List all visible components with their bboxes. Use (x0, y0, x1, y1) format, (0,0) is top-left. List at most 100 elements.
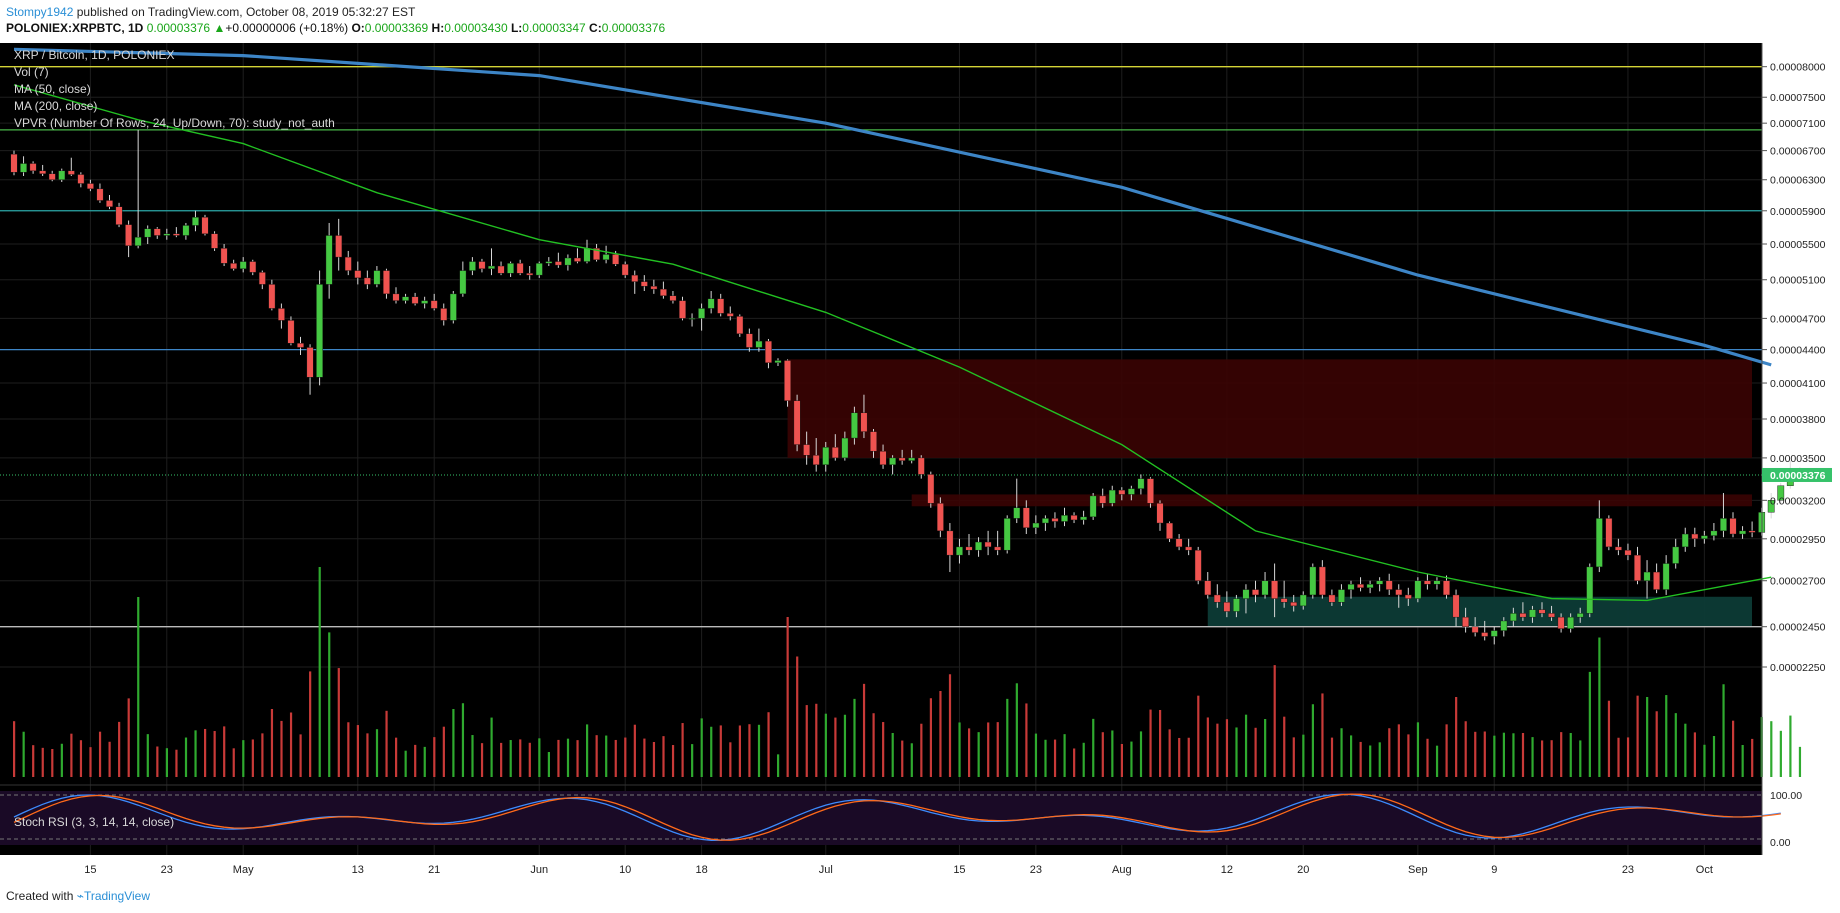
volume-bar (1216, 723, 1219, 777)
volume-bar (1569, 733, 1572, 777)
volume-bar (633, 724, 636, 777)
stoch-rsi-pane (0, 784, 1781, 845)
price-tick-label: 0.00004400 (1770, 345, 1826, 357)
price-tick-label: 0.00005100 (1770, 275, 1826, 287)
price-tick-label: 0.00002950 (1770, 534, 1826, 546)
volume-bar (79, 740, 83, 777)
candle-body (201, 217, 209, 234)
candle-body (975, 541, 982, 551)
time-axis[interactable] (0, 855, 1762, 885)
candle-body (1681, 533, 1689, 548)
price-tick-label: 0.00006700 (1770, 146, 1826, 158)
volume-bar (1732, 720, 1735, 777)
candle-body (1175, 538, 1183, 548)
volume-bar (1646, 697, 1649, 777)
volume-bar (1235, 727, 1238, 777)
volume-bar (614, 739, 617, 777)
time-tick-label: 15 (84, 864, 96, 876)
volume-bar (1025, 703, 1028, 777)
volume-bar (423, 746, 426, 777)
volume-bar (1321, 693, 1324, 777)
volume-bar (232, 748, 235, 777)
candle-body (784, 360, 791, 401)
volume-bar (1302, 734, 1305, 777)
tradingview-link[interactable]: TradingView (83, 889, 150, 903)
time-tick-label: 9 (1491, 864, 1497, 876)
time-tick-label: 23 (1622, 864, 1634, 876)
volume-bar (1244, 714, 1248, 777)
volume-bar (1187, 737, 1190, 777)
price-axis[interactable] (1762, 43, 1840, 855)
volume-bar (60, 743, 63, 777)
zone-resistance (787, 359, 1752, 458)
candle-body (1452, 594, 1460, 618)
volume-bar (490, 717, 493, 777)
zone-resistance-small (911, 494, 1752, 507)
volume-bar (929, 698, 932, 777)
volume-bar (471, 735, 474, 777)
close-label: C: (589, 21, 602, 35)
candle-body (497, 265, 505, 274)
volume-bar (757, 724, 761, 777)
candle-body (306, 347, 314, 378)
candle-body (745, 333, 753, 348)
created-with-label: Created with (6, 889, 74, 903)
volume-bar (1464, 721, 1467, 777)
volume-bar (624, 737, 627, 777)
volume-bar (538, 738, 541, 777)
candle-body (1634, 554, 1641, 581)
volume-bar (137, 597, 140, 777)
price-chart[interactable]: 0.00008500 0.00008000 0.00007500 0.00007100… (0, 43, 1840, 885)
volume-bar (700, 718, 703, 777)
volume-bar (500, 742, 503, 777)
time-tick-label: Aug (1112, 864, 1132, 876)
candle-body (1261, 580, 1269, 596)
volume-bar (671, 745, 675, 777)
candle-body (621, 264, 629, 276)
moving-averages (13, 47, 1772, 602)
legend-ma200: MA (200, close) (14, 99, 97, 113)
volume-bar (51, 749, 54, 777)
candle-body (1385, 580, 1393, 590)
volume-bar (958, 722, 961, 777)
candle-body (516, 263, 524, 274)
candle-body (39, 170, 47, 174)
volume-bar (165, 748, 168, 777)
candle-body (392, 293, 400, 301)
volume-bar (251, 739, 254, 777)
candle-body (707, 298, 715, 309)
stoch-tick-label: 100.00 (1770, 790, 1802, 802)
candle-body (1080, 516, 1088, 521)
volume-bar (1483, 731, 1486, 777)
volume-bar (1130, 741, 1133, 777)
candle-body (411, 296, 419, 304)
candle-body (1729, 518, 1737, 535)
price-tick-label: 0.00006300 (1770, 175, 1826, 187)
volume-bar (948, 674, 952, 777)
volume-bar (1273, 665, 1276, 777)
candle-body (1509, 613, 1517, 622)
open-label: O: (351, 21, 365, 35)
zones (787, 359, 1752, 627)
time-tick-label: Jun (530, 864, 548, 876)
volume-bar (261, 733, 264, 777)
candle-body (316, 284, 323, 378)
volume-bar (108, 741, 111, 777)
volume-bar (32, 745, 35, 777)
volume-bar (605, 735, 608, 777)
volume-bar (1006, 698, 1009, 777)
candle-body (1041, 518, 1049, 524)
candle-body (1061, 515, 1068, 522)
volume-bar (1626, 737, 1630, 777)
candle-body (965, 546, 973, 551)
candle-body (507, 263, 514, 274)
legend-vol: Vol (7) (14, 65, 49, 79)
price-tick-label: 0.00003500 (1770, 453, 1826, 465)
candle-body (115, 206, 123, 225)
volume-bar (270, 709, 274, 777)
candle-body (278, 308, 285, 321)
volume-bar (1741, 745, 1744, 777)
volume-bar (452, 709, 455, 777)
candle-body (1166, 522, 1173, 540)
author-link[interactable]: Stompy1942 (6, 5, 74, 19)
